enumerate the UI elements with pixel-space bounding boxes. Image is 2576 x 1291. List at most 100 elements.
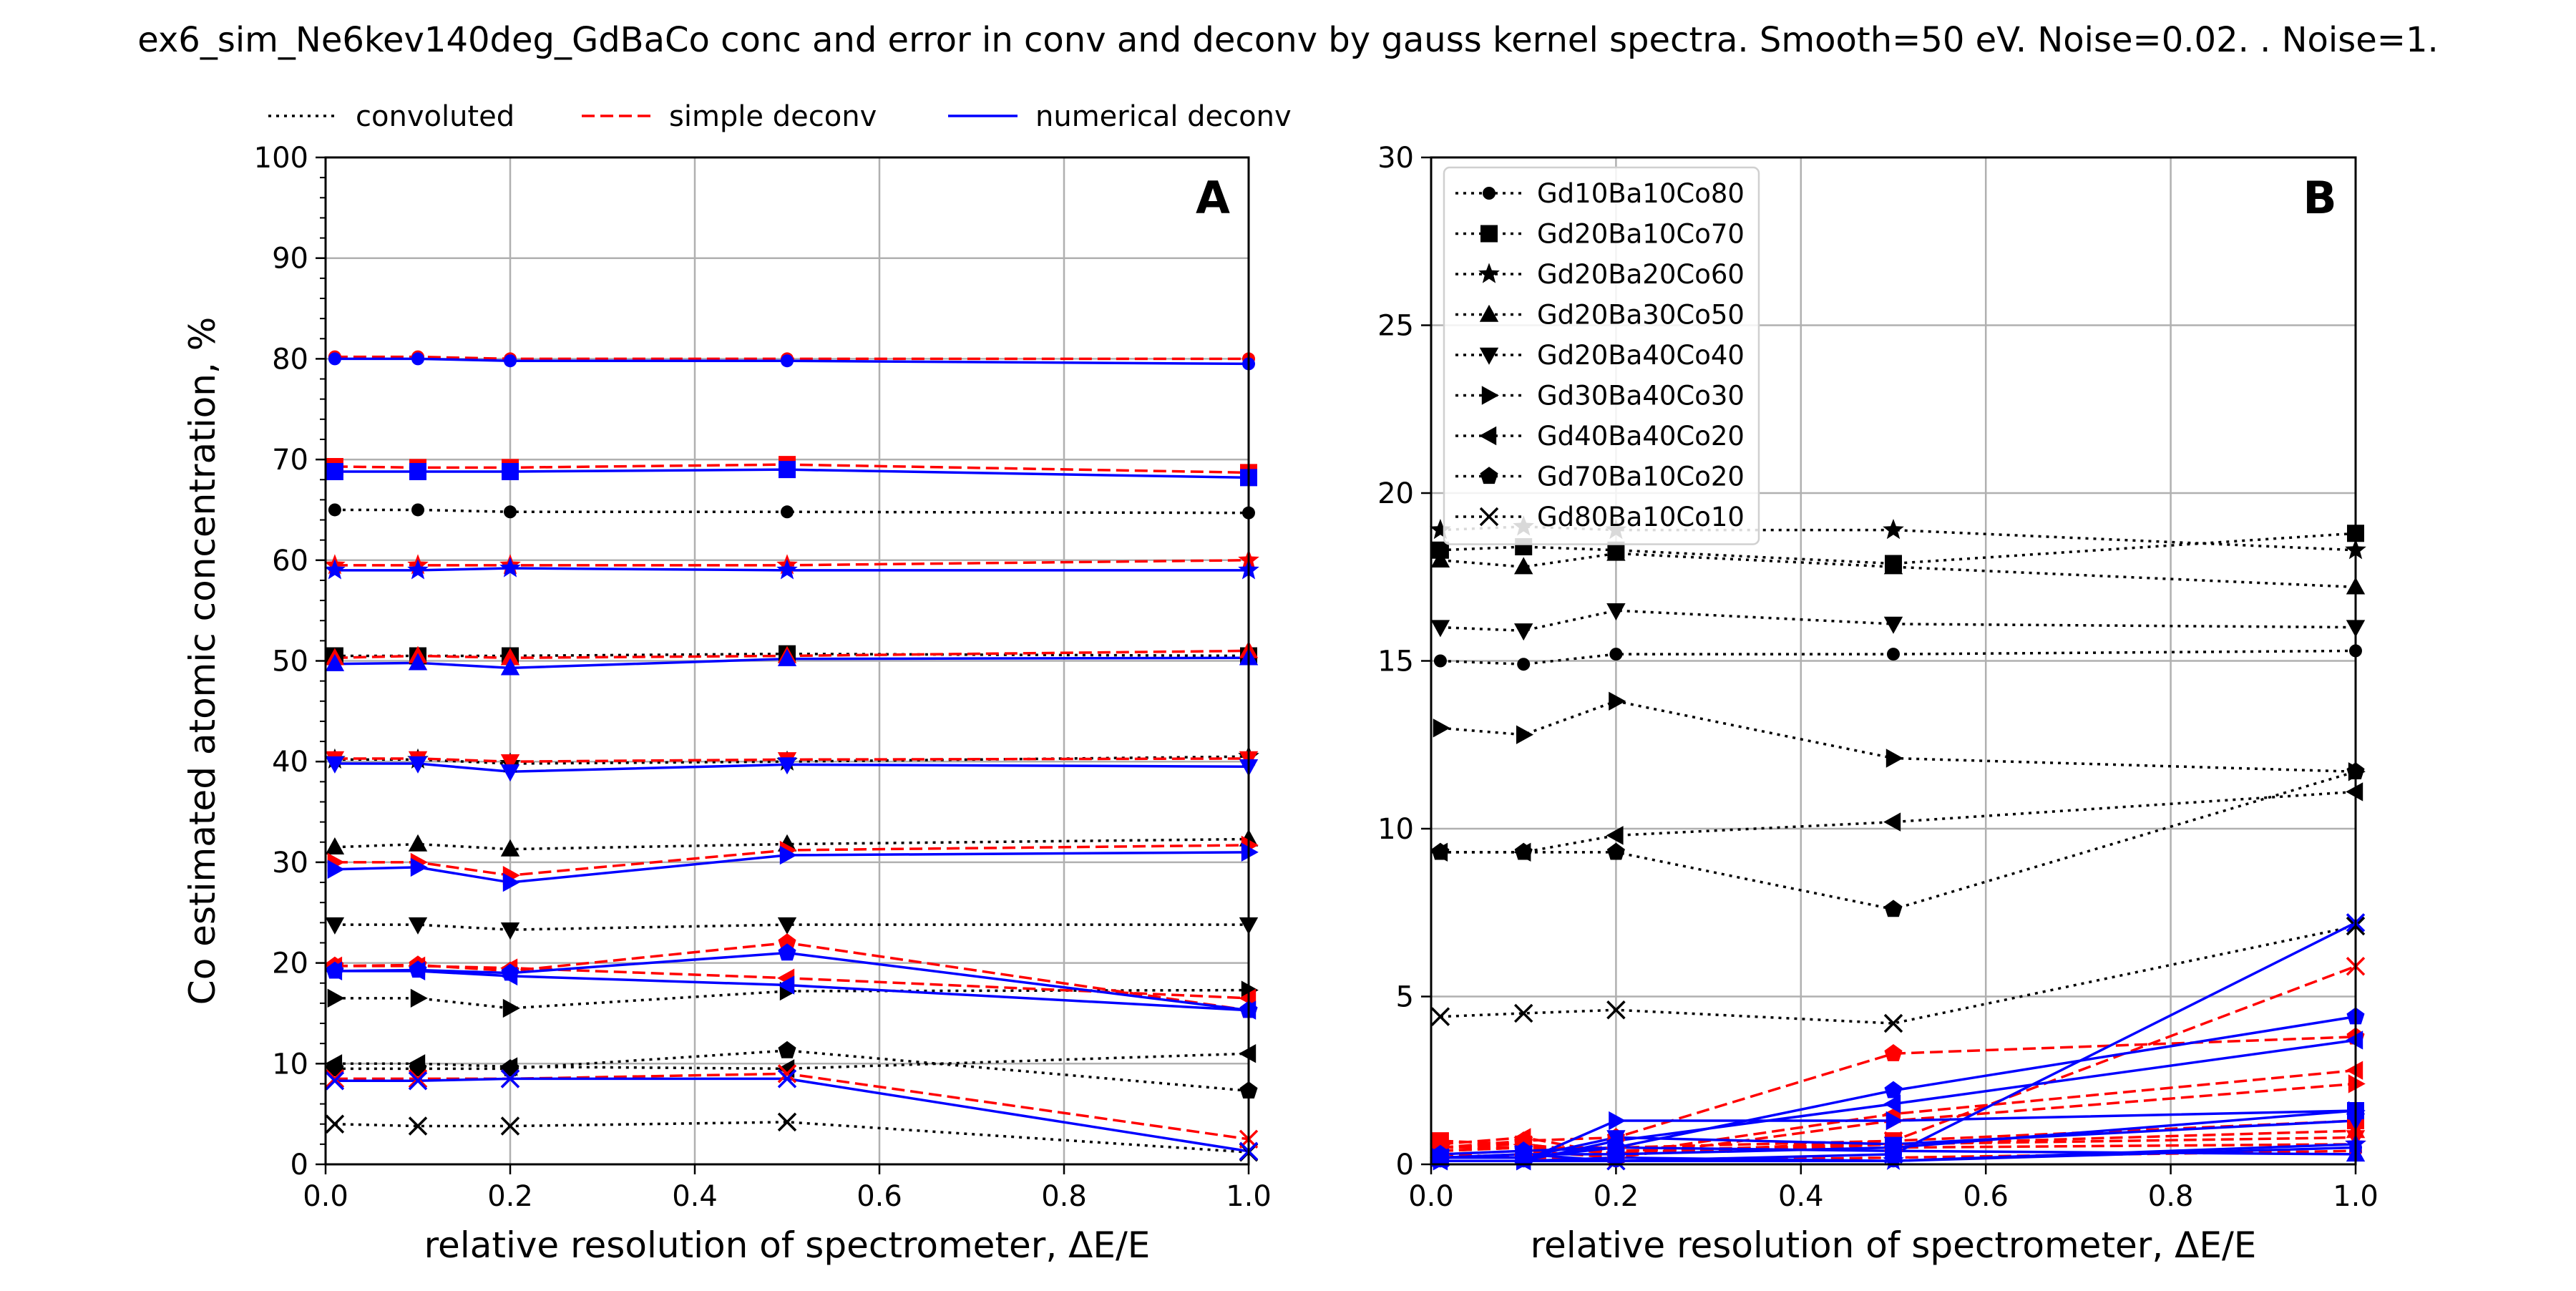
data-point-gd70ba10co20-numerical (1884, 1081, 1903, 1098)
data-point-gd20ba30co50-convoluted (1430, 550, 1450, 567)
legend-label-numerical: numerical deconv (1035, 100, 1292, 133)
y-tick-label: 40 (272, 746, 308, 779)
data-point-gd20ba30co50-convoluted (325, 837, 345, 854)
x-tick-label: 0.0 (1408, 1180, 1454, 1213)
x-tick-label: 1.0 (2333, 1180, 2379, 1213)
data-point-gd20ba40co40-convoluted (1430, 620, 1450, 638)
data-point-gd70ba10co20-numerical (1606, 1138, 1625, 1156)
data-point-gd10ba10co80-numerical (781, 354, 794, 368)
data-point-gd10ba10co80-convoluted (411, 503, 424, 517)
legend-box (1443, 166, 1760, 545)
data-point-gd20ba40co40-convoluted (408, 917, 428, 935)
data-point-gd20ba40co40-simple (500, 754, 520, 771)
y-tick-label: 10 (1377, 813, 1414, 846)
data-point-gd20ba20co60-convoluted (1430, 518, 1451, 540)
data-point-gd80ba10co10-numerical (1606, 1151, 1626, 1171)
x-axis-label: relative resolution of spectrometer, ΔE/… (424, 1224, 1151, 1266)
data-point-gd20ba40co40-numerical (777, 757, 797, 775)
y-tick-label: 20 (272, 947, 308, 980)
data-point-gd80ba10co10-numerical (408, 1071, 428, 1091)
data-point-gd70ba10co20-numerical (1431, 1144, 1450, 1162)
data-point-gd70ba10co20-convoluted (1884, 900, 1903, 917)
legend-label: Gd30Ba40Co30 (1537, 381, 1745, 411)
data-point-gd30ba40co30-convoluted (1609, 691, 1626, 711)
data-point-gd80ba10co10-numerical (1513, 1144, 1533, 1164)
legend-label: Gd80Ba10Co10 (1537, 502, 1745, 532)
data-point-gd10ba10co80-numerical (504, 354, 517, 368)
data-point-gd20ba20co60-convoluted (1883, 518, 1904, 540)
data-point-gd70ba10co20-numerical (501, 963, 519, 981)
x-axis-label: relative resolution of spectrometer, ΔE/… (1531, 1224, 2257, 1266)
data-point-gd80ba10co10-simple (777, 1064, 797, 1083)
data-point-gd20ba30co50-simple (500, 648, 520, 666)
data-point-gd30ba40co30-convoluted (1433, 718, 1450, 738)
data-point-gd10ba10co80-convoluted (328, 503, 341, 517)
data-point-gd70ba10co20-convoluted (1514, 842, 1533, 860)
data-point-gd40ba40co20-convoluted (777, 1059, 795, 1078)
data-point-gd20ba20co60-numerical (324, 559, 346, 580)
data-point-gd80ba10co10-simple (408, 1069, 428, 1088)
legend-label: Gd70Ba10Co20 (1537, 462, 1745, 492)
data-point-gd70ba10co20-simple (778, 933, 796, 951)
y-tick-label: 0 (291, 1149, 308, 1182)
plot-frame (1430, 156, 2357, 1166)
legend-marker-gd20ba20co60 (1478, 263, 1500, 283)
markers-group (324, 350, 1259, 1162)
data-point-gd20ba10co70-convoluted (1431, 541, 1449, 559)
y-tick-label: 80 (272, 343, 308, 376)
data-point-gd20ba30co50-convoluted (1606, 543, 1626, 561)
x-tick-label: 0.2 (1594, 1180, 1639, 1213)
data-point-gd20ba20co60-numerical (1605, 1146, 1627, 1167)
y-tick-label: 60 (272, 545, 308, 578)
data-point-gd10ba10co80-convoluted (1433, 654, 1447, 668)
legend-marker-gd10ba10co80 (1483, 187, 1496, 200)
y-tick-label: 100 (254, 142, 308, 175)
legend-marker-gd70ba10co20 (1480, 467, 1498, 484)
data-point-gd80ba10co10-convoluted (1513, 1003, 1533, 1023)
legend-label-simple: simple deconv (669, 100, 877, 133)
y-tick-label: 10 (272, 1048, 308, 1081)
y-tick-label: 25 (1377, 310, 1414, 343)
x-tick-label: 1.0 (1226, 1180, 1272, 1213)
data-point-gd70ba10co20-numerical (1514, 1141, 1533, 1159)
data-point-gd30ba40co30-numerical (779, 845, 797, 865)
data-point-gd70ba10co20-convoluted (409, 1059, 427, 1077)
data-point-gd20ba30co50-numerical (408, 653, 428, 671)
data-point-gd30ba40co30-convoluted (1885, 749, 1903, 768)
legend-label: Gd20Ba20Co60 (1537, 259, 1745, 290)
data-point-gd20ba40co40-numerical (325, 756, 345, 774)
panel-a: 0.0 0.2 0.4 0.6 0.8 1.0 0 10 20 30 40 50 60 70 80 90 100… (182, 142, 1272, 1266)
data-point-gd20ba40co40-convoluted (777, 917, 797, 935)
data-point-gd20ba40co40-convoluted (325, 917, 345, 935)
data-point-gd80ba10co10-simple (325, 1069, 345, 1088)
data-point-gd80ba10co10-numerical (1883, 1144, 1903, 1164)
data-point-gd30ba40co30-numerical (410, 857, 428, 877)
data-point-gd70ba10co20-convoluted (1431, 842, 1450, 860)
data-point-gd80ba10co10-convoluted (500, 1116, 520, 1136)
legend-marker-gd80ba10co10 (1479, 507, 1499, 527)
data-point-gd20ba40co40-convoluted (500, 922, 520, 940)
x-tick-label: 0.4 (1778, 1180, 1824, 1213)
data-point-gd10ba10co80-numerical (411, 352, 424, 366)
series-line-gd20ba40co40-convoluted (1440, 609, 2356, 633)
data-point-gd10ba10co80-convoluted (504, 505, 517, 519)
data-point-gd40ba40co20-convoluted (1883, 812, 1901, 832)
data-point-gd30ba40co30-numerical (327, 859, 345, 879)
legend-compositions: Gd10Ba10Co80 Gd20Ba10Co70 Gd20Ba20Co60 Gd20… (1443, 166, 1760, 545)
y-tick-label: 0 (1396, 1149, 1414, 1182)
legend-label: Gd20Ba10Co70 (1537, 219, 1745, 250)
data-point-gd80ba10co10-convoluted (777, 1112, 797, 1132)
data-point-gd80ba10co10-convoluted (408, 1116, 428, 1136)
data-point-gd20ba10co70-numerical (779, 461, 796, 479)
legend-marker-gd30ba40co30 (1481, 386, 1499, 405)
data-point-gd30ba40co30-numerical (1609, 1111, 1626, 1131)
y-tick-label: 50 (272, 646, 308, 678)
data-point-gd70ba10co20-convoluted (778, 1041, 796, 1058)
data-point-gd40ba40co20-numerical (1883, 1094, 1901, 1114)
data-point-gd20ba30co50-numerical (500, 658, 520, 676)
data-point-gd10ba10co80-convoluted (781, 505, 794, 519)
data-point-gd30ba40co30-convoluted (410, 988, 428, 1008)
data-point-gd40ba40co20-numerical (777, 975, 795, 995)
y-tick-label: 90 (272, 243, 308, 276)
